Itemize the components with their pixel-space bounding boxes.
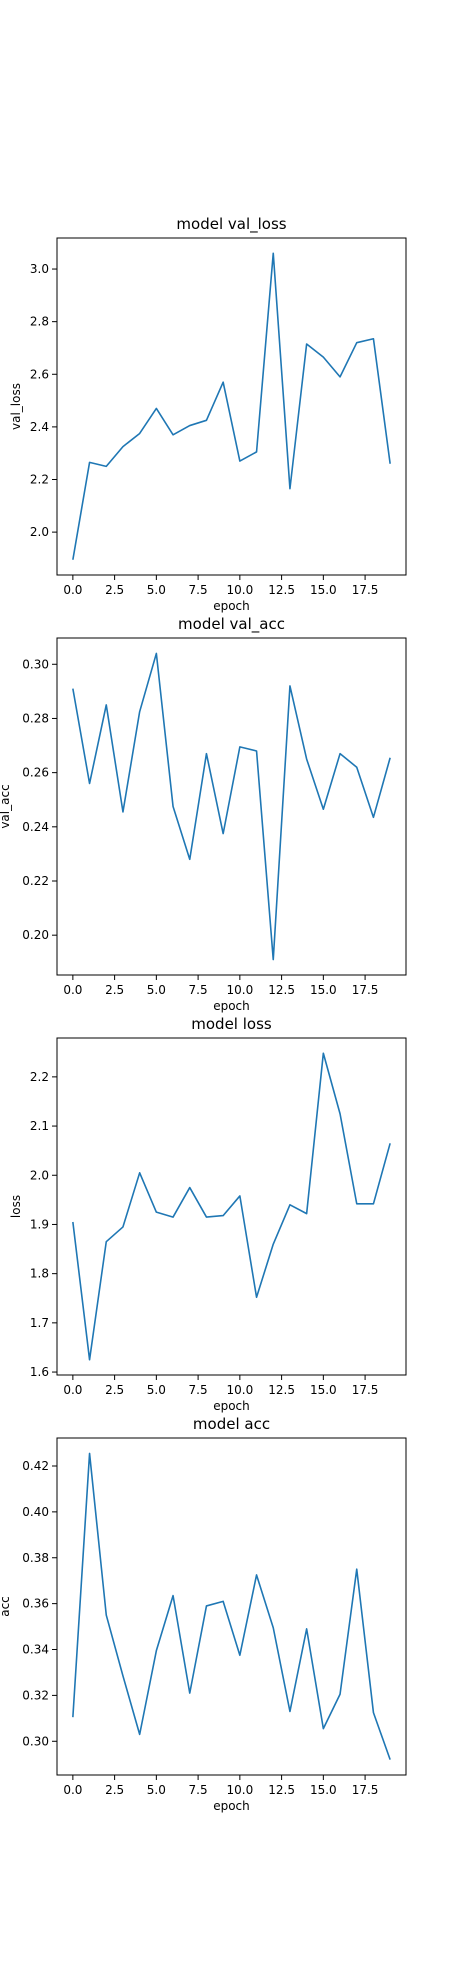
series-line xyxy=(72,652,391,961)
y-axis-label: val_acc xyxy=(0,784,12,828)
x-tick-label: 7.5 xyxy=(189,983,208,997)
x-tick-label: 15.0 xyxy=(310,583,337,597)
chart-title: model acc xyxy=(193,1415,270,1433)
x-tick-label: 0.0 xyxy=(63,1383,82,1397)
plot-frame xyxy=(56,637,407,976)
x-tick-label: 2.5 xyxy=(105,1383,124,1397)
x-axis-label: epoch xyxy=(213,1399,250,1413)
series-line xyxy=(72,252,391,560)
x-tick-label: 12.5 xyxy=(268,583,295,597)
x-tick-label: 2.5 xyxy=(105,983,124,997)
y-axis-label: acc xyxy=(0,1596,12,1617)
chart-title: model val_loss xyxy=(176,215,286,234)
y-tick-label: 2.8 xyxy=(30,315,49,329)
series-line xyxy=(72,1052,391,1361)
y-tick-label: 1.8 xyxy=(30,1267,49,1281)
x-tick-label: 15.0 xyxy=(310,1783,337,1797)
chart-title: model val_acc xyxy=(178,615,285,634)
y-tick-label: 2.0 xyxy=(30,1168,49,1182)
chart-title: model loss xyxy=(191,1015,272,1033)
x-tick-label: 10.0 xyxy=(226,1783,253,1797)
x-tick-label: 12.5 xyxy=(268,983,295,997)
x-tick-label: 7.5 xyxy=(189,1783,208,1797)
x-tick-label: 5.0 xyxy=(147,1383,166,1397)
y-tick-label: 2.0 xyxy=(30,525,49,539)
plot-frame xyxy=(56,1437,407,1776)
y-tick-label: 0.38 xyxy=(22,1551,49,1565)
y-tick-label: 0.42 xyxy=(22,1459,49,1473)
x-tick-label: 0.0 xyxy=(63,1783,82,1797)
y-tick-label: 0.26 xyxy=(22,766,49,780)
y-tick-label: 0.34 xyxy=(22,1643,49,1657)
y-tick-label: 0.22 xyxy=(22,874,49,888)
chart-panel-3: model loss 0.0 2.5 5.0 7.5 10.0 12.5 15.0 17.5 1.… xyxy=(9,1015,407,1413)
plot-frame xyxy=(56,1037,407,1376)
x-tick-label: 7.5 xyxy=(189,1383,208,1397)
y-tick-label: 2.1 xyxy=(30,1119,49,1133)
y-tick-label: 0.30 xyxy=(22,657,49,671)
y-tick-label: 2.4 xyxy=(30,420,49,434)
x-tick-label: 10.0 xyxy=(226,983,253,997)
x-axis-label: epoch xyxy=(213,999,250,1013)
chart-panel-4: model acc 0.0 2.5 5.0 7.5 10.0 12.5 15.0 17.5 0.3… xyxy=(0,1415,407,1813)
x-tick-label: 15.0 xyxy=(310,1383,337,1397)
y-axis-label: loss xyxy=(9,1195,23,1218)
series-line xyxy=(72,1452,391,1760)
plot-frame xyxy=(56,237,407,576)
x-tick-label: 17.5 xyxy=(352,1783,379,1797)
x-tick-label: 17.5 xyxy=(352,583,379,597)
chart-panel-1: model val_loss 0.0 2.5 5.0 7.5 10.0 12.5 15.0 17… xyxy=(9,215,407,613)
chart-panel-2: model val_acc 0.0 2.5 5.0 7.5 10.0 12.5 15.0 17.… xyxy=(0,615,407,1013)
y-tick-label: 0.24 xyxy=(22,820,49,834)
y-tick-label: 1.6 xyxy=(30,1365,49,1379)
x-tick-label: 17.5 xyxy=(352,1383,379,1397)
x-tick-label: 7.5 xyxy=(189,583,208,597)
x-tick-label: 15.0 xyxy=(310,983,337,997)
y-tick-label: 2.2 xyxy=(30,1070,49,1084)
y-tick-label: 1.7 xyxy=(30,1316,49,1330)
x-tick-label: 0.0 xyxy=(63,583,82,597)
x-tick-label: 12.5 xyxy=(268,1783,295,1797)
y-tick-label: 0.28 xyxy=(22,711,49,725)
y-tick-label: 2.2 xyxy=(30,473,49,487)
y-tick-label: 0.20 xyxy=(22,928,49,942)
x-tick-label: 12.5 xyxy=(268,1383,295,1397)
y-tick-label: 2.6 xyxy=(30,367,49,381)
x-tick-label: 17.5 xyxy=(352,983,379,997)
x-tick-label: 0.0 xyxy=(63,983,82,997)
x-tick-label: 10.0 xyxy=(226,583,253,597)
y-tick-label: 3.0 xyxy=(30,262,49,276)
y-tick-label: 0.40 xyxy=(22,1505,49,1519)
x-tick-label: 5.0 xyxy=(147,583,166,597)
y-tick-label: 0.30 xyxy=(22,1734,49,1748)
x-axis-label: epoch xyxy=(213,599,250,613)
y-axis-label: val_loss xyxy=(9,383,23,430)
x-tick-label: 10.0 xyxy=(226,1383,253,1397)
x-tick-label: 2.5 xyxy=(105,1783,124,1797)
y-tick-label: 0.32 xyxy=(22,1688,49,1702)
y-tick-label: 0.36 xyxy=(22,1597,49,1611)
x-tick-label: 5.0 xyxy=(147,983,166,997)
y-tick-label: 1.9 xyxy=(30,1217,49,1231)
x-axis-label: epoch xyxy=(213,1799,250,1813)
x-tick-label: 2.5 xyxy=(105,583,124,597)
x-tick-label: 5.0 xyxy=(147,1783,166,1797)
